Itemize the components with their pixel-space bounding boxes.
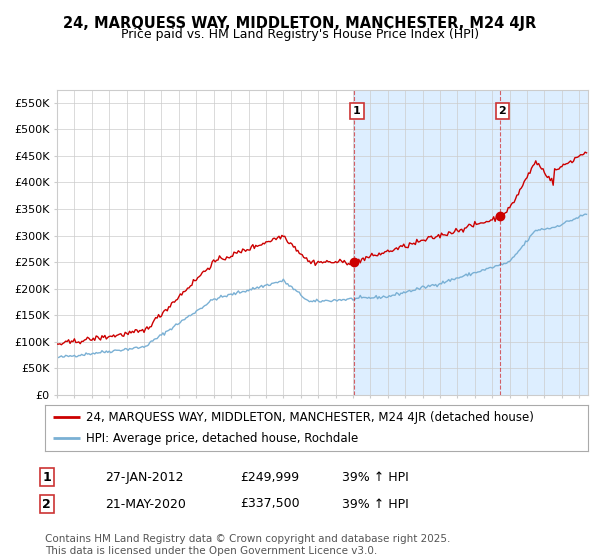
Text: HPI: Average price, detached house, Rochdale: HPI: Average price, detached house, Roch… [86, 432, 358, 445]
Text: 27-JAN-2012: 27-JAN-2012 [105, 470, 184, 484]
Text: Price paid vs. HM Land Registry's House Price Index (HPI): Price paid vs. HM Land Registry's House … [121, 28, 479, 41]
Text: 39% ↑ HPI: 39% ↑ HPI [342, 497, 409, 511]
Text: 2: 2 [498, 106, 506, 116]
Text: £249,999: £249,999 [240, 470, 299, 484]
Text: Contains HM Land Registry data © Crown copyright and database right 2025.
This d: Contains HM Land Registry data © Crown c… [45, 534, 451, 556]
Text: £337,500: £337,500 [240, 497, 299, 511]
Bar [355, 90, 588, 395]
Text: 21-MAY-2020: 21-MAY-2020 [105, 497, 186, 511]
Text: 24, MARQUESS WAY, MIDDLETON, MANCHESTER, M24 4JR (detached house): 24, MARQUESS WAY, MIDDLETON, MANCHESTER,… [86, 411, 533, 424]
Text: 2: 2 [43, 497, 51, 511]
Text: 24, MARQUESS WAY, MIDDLETON, MANCHESTER, M24 4JR: 24, MARQUESS WAY, MIDDLETON, MANCHESTER,… [64, 16, 536, 31]
Text: 39% ↑ HPI: 39% ↑ HPI [342, 470, 409, 484]
Text: 1: 1 [43, 470, 51, 484]
Text: 1: 1 [353, 106, 361, 116]
